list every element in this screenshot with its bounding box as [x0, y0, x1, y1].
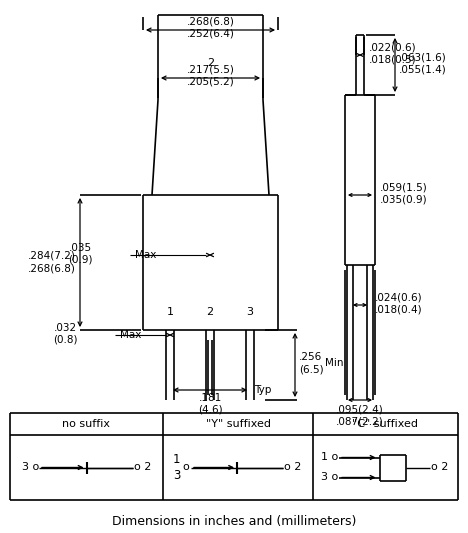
Text: 3: 3 [173, 469, 180, 482]
Text: 1: 1 [167, 307, 174, 317]
Text: .268(6.8): .268(6.8) [187, 17, 234, 27]
Text: .032: .032 [53, 323, 77, 333]
Text: (0.9): (0.9) [68, 255, 92, 265]
Text: "Y" suffixed: "Y" suffixed [205, 419, 271, 429]
Text: .268(6.8): .268(6.8) [28, 263, 76, 273]
Text: 2: 2 [206, 307, 213, 317]
Text: Max: Max [120, 330, 141, 340]
Text: o: o [182, 463, 189, 472]
Text: no suffix: no suffix [63, 419, 110, 429]
Text: o 2: o 2 [431, 463, 448, 472]
Text: .217(5.5): .217(5.5) [187, 65, 234, 75]
Text: (0.8): (0.8) [53, 335, 77, 345]
Text: o 2: o 2 [284, 463, 301, 472]
Text: .018(0.5): .018(0.5) [369, 55, 417, 65]
Text: .035: .035 [68, 243, 92, 253]
Text: .181: .181 [198, 393, 222, 403]
Text: .063(1.6): .063(1.6) [399, 53, 447, 63]
Text: o 2: o 2 [134, 463, 151, 472]
Text: .284(7.2): .284(7.2) [28, 251, 76, 261]
Text: .252(6.4): .252(6.4) [187, 29, 234, 39]
Text: .059(1.5): .059(1.5) [380, 183, 428, 193]
Text: (6.5): (6.5) [299, 365, 324, 375]
Text: Max: Max [135, 250, 156, 260]
Text: .035(0.9): .035(0.9) [380, 195, 428, 205]
Text: .205(5.2): .205(5.2) [187, 77, 234, 87]
Text: 1 o: 1 o [321, 453, 338, 463]
Text: .022(0.6): .022(0.6) [369, 43, 417, 53]
Text: "C" suffixed: "C" suffixed [352, 419, 418, 429]
Text: 3: 3 [247, 307, 254, 317]
Text: 2: 2 [207, 58, 214, 68]
Text: Min: Min [325, 358, 344, 368]
Text: 3 o: 3 o [22, 463, 39, 472]
Text: Typ: Typ [254, 385, 271, 395]
Text: .018(0.4): .018(0.4) [375, 305, 423, 315]
Text: Dimensions in inches and (millimeters): Dimensions in inches and (millimeters) [112, 515, 356, 529]
Text: .095(2.4): .095(2.4) [336, 405, 384, 415]
Text: .256: .256 [299, 352, 322, 362]
Text: .055(1.4): .055(1.4) [399, 65, 447, 75]
Text: (4.6): (4.6) [197, 404, 222, 414]
Text: .087(2.2): .087(2.2) [336, 416, 384, 426]
Text: .024(0.6): .024(0.6) [375, 293, 423, 303]
Text: 1: 1 [173, 453, 181, 466]
Text: 3 o: 3 o [321, 472, 338, 482]
